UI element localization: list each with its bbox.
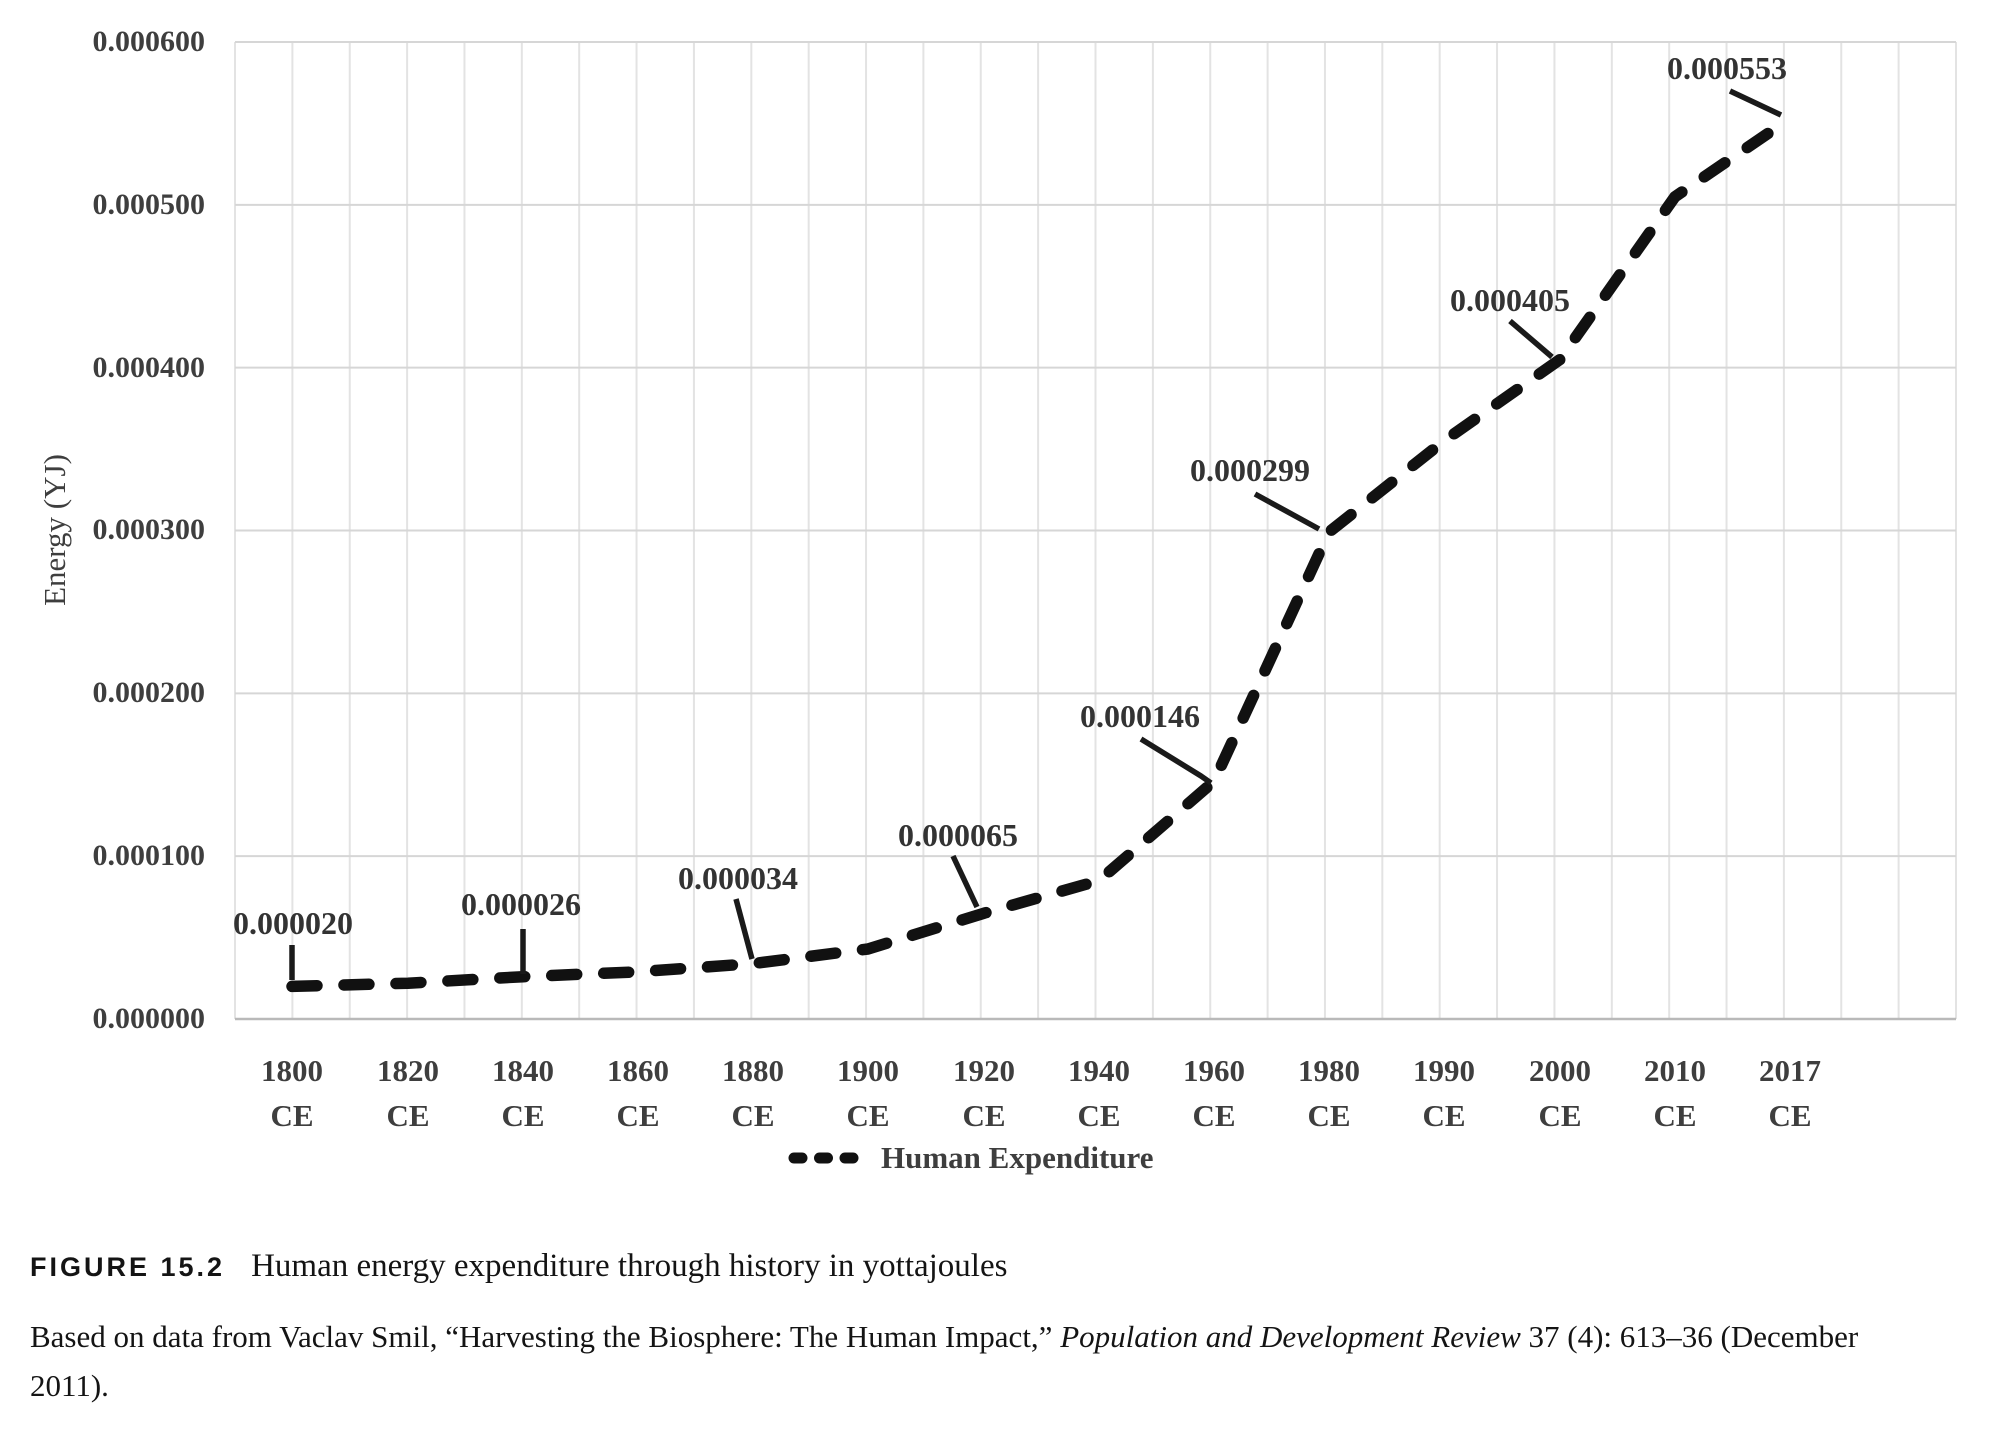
y-axis-tick: 0.000200 <box>92 676 206 709</box>
x-tick-era: CE <box>846 1098 890 1133</box>
x-tick-era: CE <box>616 1098 660 1133</box>
y-axis-tick: 0.000500 <box>92 188 206 221</box>
source-line-2: 2011). <box>30 1368 109 1403</box>
source-text: 37 (4): 613–36 (December <box>1520 1319 1859 1354</box>
y-axis-tick: 0.000400 <box>92 351 206 384</box>
x-axis-tick-2010: 2010 CE <box>1618 1048 1732 1138</box>
x-tick-era: CE <box>1768 1098 1812 1133</box>
figure-label: FIGURE 15.2 <box>30 1252 226 1282</box>
x-axis-tick-1860: 1860 CE <box>581 1048 695 1138</box>
y-axis-tick: 0.000600 <box>92 25 206 58</box>
x-tick-year: 1820 <box>377 1053 439 1088</box>
x-axis-tick-1840: 1840 CE <box>466 1048 580 1138</box>
human-expenditure-line <box>286 112 1796 993</box>
source-citation: Based on data from Vaclav Smil, “Harvest… <box>30 1312 1858 1410</box>
x-tick-era: CE <box>270 1098 314 1133</box>
x-axis-tick-1990: 1990 CE <box>1387 1048 1501 1138</box>
x-tick-year: 1840 <box>492 1053 554 1088</box>
y-axis-tick: 0.000100 <box>92 839 206 872</box>
x-axis-tick-1940: 1940 CE <box>1042 1048 1156 1138</box>
data-label-1920: 0.000065 <box>898 817 1018 853</box>
figure-caption: FIGURE 15.2 Human energy expenditure thro… <box>30 1248 1007 1285</box>
x-axis-tick-1820: 1820 CE <box>351 1048 465 1138</box>
x-axis-tick-2000: 2000 CE <box>1503 1048 1617 1138</box>
data-label-1980: 0.000299 <box>1190 452 1310 488</box>
x-tick-year: 2010 <box>1644 1053 1706 1088</box>
x-tick-year: 2017 <box>1759 1053 1821 1088</box>
y-axis-title: Energy (YJ) <box>37 454 72 606</box>
data-label-1840: 0.000026 <box>461 886 581 922</box>
horizontal-gridlines <box>235 41 1956 858</box>
x-tick-era: CE <box>962 1098 1006 1133</box>
x-tick-era: CE <box>1077 1098 1121 1133</box>
figure-title: Human energy expenditure through history… <box>251 1248 1008 1284</box>
chart-canvas <box>234 41 1957 1164</box>
y-axis-tick: 0.000000 <box>92 1002 206 1035</box>
data-label-1800: 0.000020 <box>233 905 353 941</box>
x-tick-year: 1880 <box>722 1053 784 1088</box>
source-line-1: Based on data from Vaclav Smil, “Harvest… <box>30 1312 1858 1361</box>
x-tick-year: 2000 <box>1529 1053 1591 1088</box>
y-axis-tick: 0.000300 <box>92 513 206 546</box>
x-axis-tick-1920: 1920 CE <box>927 1048 1041 1138</box>
x-axis-tick-1900: 1900 CE <box>811 1048 925 1138</box>
data-label-2017: 0.000553 <box>1667 50 1787 86</box>
x-tick-era: CE <box>386 1098 430 1133</box>
x-tick-year: 1990 <box>1413 1053 1475 1088</box>
x-axis-tick-1960: 1960 CE <box>1157 1048 1271 1138</box>
x-axis-tick-1800: 1800 CE <box>235 1048 349 1138</box>
x-tick-year: 1960 <box>1183 1053 1245 1088</box>
x-tick-year: 1920 <box>953 1053 1015 1088</box>
data-label-1880: 0.000034 <box>678 860 798 896</box>
x-tick-era: CE <box>1653 1098 1697 1133</box>
x-axis-tick-1980: 1980 CE <box>1272 1048 1386 1138</box>
data-label-1960: 0.000146 <box>1080 698 1200 734</box>
x-tick-era: CE <box>501 1098 545 1133</box>
x-axis-tick-1880: 1880 CE <box>696 1048 810 1138</box>
legend-label: Human Expenditure <box>881 1140 1154 1175</box>
source-journal-title: Population and Development Review <box>1060 1319 1521 1354</box>
x-tick-era: CE <box>731 1098 775 1133</box>
x-tick-year: 1980 <box>1298 1053 1360 1088</box>
callout-leader-lines <box>289 88 1783 980</box>
x-tick-era: CE <box>1538 1098 1582 1133</box>
x-tick-year: 1860 <box>607 1053 669 1088</box>
x-tick-era: CE <box>1422 1098 1466 1133</box>
source-text: Based on data from Vaclav Smil, “Harvest… <box>30 1319 1061 1354</box>
data-label-2000: 0.000405 <box>1450 282 1570 318</box>
x-tick-year: 1800 <box>261 1053 323 1088</box>
x-tick-year: 1940 <box>1068 1053 1130 1088</box>
x-tick-era: CE <box>1192 1098 1236 1133</box>
x-tick-era: CE <box>1307 1098 1351 1133</box>
x-tick-year: 1900 <box>837 1053 899 1088</box>
x-axis-tick-2017: 2017 CE <box>1733 1048 1847 1138</box>
